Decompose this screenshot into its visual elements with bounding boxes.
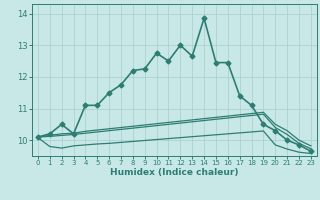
X-axis label: Humidex (Indice chaleur): Humidex (Indice chaleur) — [110, 168, 239, 177]
